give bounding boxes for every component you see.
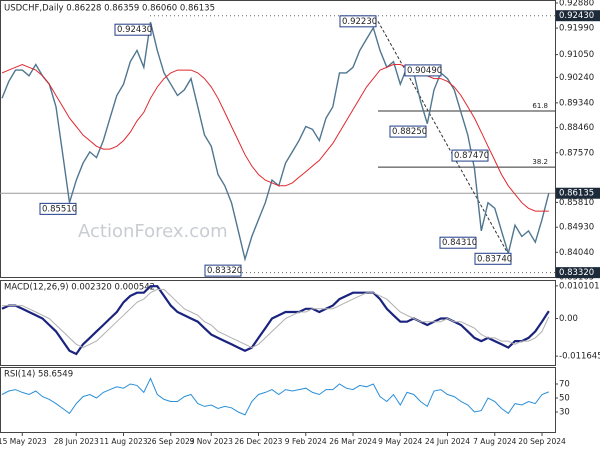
price-badge-label: 0.86135 xyxy=(559,189,594,199)
annotation-label: 0.88250 xyxy=(392,127,427,137)
rsi-title: RSI(14) 58.6549 xyxy=(4,370,73,380)
annotation-box xyxy=(474,252,512,265)
fib-label: 61.8 xyxy=(532,102,548,110)
annotation-label: 0.87470 xyxy=(454,151,489,161)
trend-line xyxy=(377,21,513,262)
x-tick-label: 11 Aug 2023 xyxy=(99,437,147,446)
annotation-box xyxy=(439,236,477,249)
macd-title: MACD(12,26,9) 0.002320 0.000542 xyxy=(4,283,155,293)
y-tick-label: 0.92880 xyxy=(559,0,594,9)
annotation-label: 0.84310 xyxy=(442,238,477,248)
fib-label: 38.2 xyxy=(532,158,548,166)
annotation-label: 0.83740 xyxy=(477,254,512,264)
macd-panel xyxy=(0,280,556,366)
price-title: USDCHF,Daily 0.86228 0.86359 0.86060 0.8… xyxy=(4,4,215,14)
y-tick-label: 0.91050 xyxy=(559,50,594,60)
x-tick-label: 9 Nov 2023 xyxy=(190,437,233,446)
price-badge xyxy=(556,10,600,22)
annotation-label: 0.92430 xyxy=(117,25,152,35)
annotation-box xyxy=(404,64,442,77)
y-tick-label: 0.00 xyxy=(559,314,578,324)
y-tick-label: 0.89340 xyxy=(559,98,594,108)
annotation-box xyxy=(204,264,242,277)
indicator-line xyxy=(1,63,549,212)
annotation-label: 0.92230 xyxy=(342,17,377,27)
x-tick-label: 26 Mar 2024 xyxy=(329,437,377,446)
y-tick-label: 0.84930 xyxy=(559,223,594,233)
y-tick-label: 0.91990 xyxy=(559,24,594,34)
price-badge-label: 0.83320 xyxy=(559,268,594,278)
y-tick-label: 0.84040 xyxy=(559,248,594,258)
x-tick-label: 9 May 2024 xyxy=(378,437,422,446)
annotation-label: 0.90490 xyxy=(407,66,442,76)
x-tick-label: 26 Sep 2023 xyxy=(147,437,195,446)
indicator-line xyxy=(1,285,550,356)
annotation-box xyxy=(451,149,489,162)
y-tick-label: 0.85810 xyxy=(559,198,594,208)
x-tick-label: 28 Jun 2023 xyxy=(54,437,99,446)
y-tick-label: 30 xyxy=(559,408,570,418)
y-tick-label: 0.90240 xyxy=(559,73,594,83)
rsi-panel xyxy=(0,367,556,433)
annotation-label: 0.85510 xyxy=(42,204,77,214)
price-line xyxy=(1,22,550,262)
price-panel xyxy=(0,0,556,278)
y-tick-label: 0.87570 xyxy=(559,148,594,158)
annotation-box xyxy=(39,202,77,215)
indicator-line xyxy=(2,288,550,349)
y-tick-label: 0.88460 xyxy=(559,123,594,133)
price-badge xyxy=(556,267,600,279)
x-tick-label: 24 Jun 2024 xyxy=(425,437,470,446)
annotation-box xyxy=(389,125,427,138)
x-tick-label: 26 Dec 2023 xyxy=(235,437,283,446)
price-badge-label: 0.92430 xyxy=(559,11,594,21)
indicator-line xyxy=(1,377,549,416)
annotation-label: 0.83320 xyxy=(207,266,242,276)
x-tick-label: 20 Sep 2024 xyxy=(518,437,566,446)
y-tick-label: 50 xyxy=(559,394,570,404)
x-tick-label: 9 Feb 2024 xyxy=(285,437,327,446)
price-badge xyxy=(556,187,600,199)
annotation-box xyxy=(114,23,152,36)
y-tick-label: 70 xyxy=(559,380,570,390)
annotation-box xyxy=(339,15,377,28)
y-tick-label: -0.011645 xyxy=(559,352,600,362)
watermark: ActionForex.com xyxy=(78,221,228,242)
y-tick-label: 0.010101 xyxy=(559,281,600,291)
x-tick-label: 15 May 2023 xyxy=(0,437,47,446)
x-tick-label: 7 Aug 2024 xyxy=(473,437,516,446)
